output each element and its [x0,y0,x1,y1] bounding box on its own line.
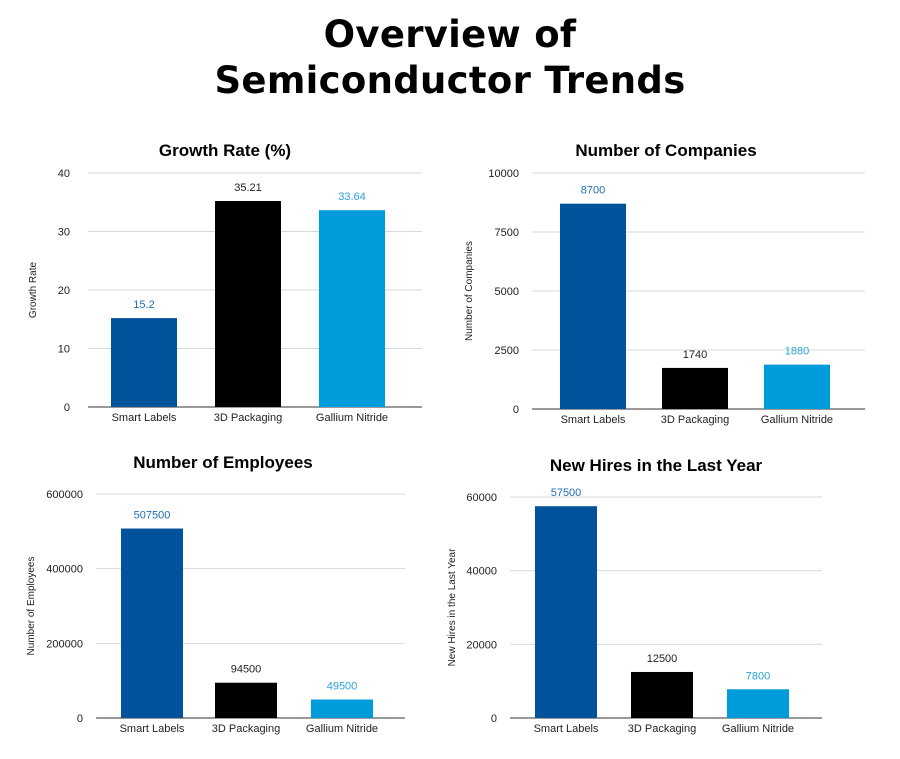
bar [662,367,728,409]
category-label: 3D Packaging [214,412,283,424]
y-tick-label: 5000 [495,286,519,298]
y-tick-label: 20000 [466,639,497,651]
y-axis-label: New Hires in the Last Year [447,548,458,667]
y-tick-label: 40000 [466,566,497,578]
chart-title: New Hires in the Last Year [550,456,763,475]
bar [764,364,830,409]
category-label: Gallium Nitride [722,723,794,735]
data-label: 57500 [551,487,582,499]
category-label: Smart Labels [112,412,177,424]
y-axis-label: Growth Rate [28,261,39,318]
page-title-line-2: Semiconductor Trends [214,59,686,102]
category-label: Smart Labels [120,723,185,735]
y-tick-label: 60000 [466,492,497,504]
y-axis-label: Number of Companies [464,241,475,341]
y-tick-label: 10000 [488,168,519,180]
data-label: 507500 [134,510,171,522]
y-tick-label: 20 [58,285,70,297]
y-tick-label: 200000 [46,638,83,650]
bar [560,203,626,409]
data-label: 12500 [647,653,678,665]
data-label: 1740 [683,349,707,361]
chart-title: Growth Rate (%) [159,141,291,160]
bar [121,528,183,718]
y-tick-label: 0 [491,713,497,725]
bar [311,699,373,718]
page-title: Overview of Semiconductor Trends [0,12,900,104]
y-tick-label: 40 [58,168,70,180]
bar [215,682,277,718]
bar [111,318,177,407]
category-label: 3D Packaging [628,723,697,735]
data-label: 7800 [746,670,770,682]
y-tick-label: 10 [58,344,70,356]
category-label: 3D Packaging [212,723,281,735]
chart-title: Number of Companies [575,141,756,160]
bar [535,506,597,718]
y-tick-label: 7500 [495,227,519,239]
y-tick-label: 0 [64,402,70,414]
y-axis-label: Number of Employees [26,557,37,656]
data-label: 1880 [785,346,809,358]
y-tick-label: 0 [77,713,83,725]
category-label: Gallium Nitride [306,723,378,735]
bar [631,671,693,718]
category-label: Gallium Nitride [761,414,833,426]
data-label: 94500 [231,664,262,676]
page-title-line-1: Overview of [323,13,577,56]
y-tick-label: 30 [58,227,70,239]
y-tick-label: 2500 [495,345,519,357]
bar [727,689,789,718]
bar [215,201,281,407]
data-label: 8700 [581,185,605,197]
category-label: Smart Labels [534,723,599,735]
category-label: Gallium Nitride [316,412,388,424]
chart-title: Number of Employees [133,453,313,472]
bar [319,210,385,407]
y-tick-label: 400000 [46,564,83,576]
category-label: Smart Labels [561,414,626,426]
y-tick-label: 0 [513,404,519,416]
data-label: 33.64 [338,191,366,203]
category-label: 3D Packaging [661,414,730,426]
data-label: 49500 [327,681,358,693]
data-label: 15.2 [133,299,154,311]
y-tick-label: 600000 [46,489,83,501]
data-label: 35.21 [234,182,262,194]
